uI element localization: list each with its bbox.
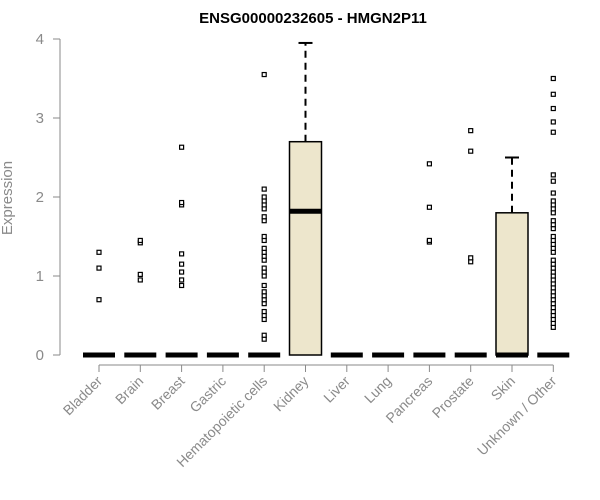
outlier-point	[261, 233, 267, 240]
box-group	[537, 75, 570, 358]
outlier-point	[550, 75, 556, 82]
outlier-point	[179, 282, 185, 289]
outlier-point	[179, 269, 185, 275]
x-tick-label: Bladder	[60, 373, 106, 419]
box-group	[454, 128, 487, 358]
outlier-point	[261, 308, 267, 315]
outlier-point	[137, 237, 143, 244]
box-group	[165, 144, 198, 358]
outlier-point	[261, 71, 267, 78]
outlier-point	[261, 245, 267, 251]
outlier-point	[550, 178, 556, 184]
outlier-point	[137, 277, 143, 283]
outlier-point	[179, 144, 185, 150]
outlier-point	[550, 233, 556, 240]
y-tick-label: 2	[36, 189, 44, 206]
box-group	[495, 156, 529, 358]
outlier-point	[550, 105, 556, 112]
outlier-point	[426, 237, 432, 244]
chart-title: ENSG00000232605 - HMGN2P11	[199, 10, 427, 27]
x-tick-label: Skin	[488, 373, 519, 404]
outlier-point	[261, 332, 267, 338]
x-tick-label: Liver	[320, 373, 353, 406]
outlier-point	[261, 282, 267, 289]
outlier-point	[550, 129, 556, 135]
outlier-point	[426, 161, 432, 167]
plot-area	[83, 41, 570, 358]
box-body	[288, 140, 323, 356]
outlier-point	[179, 261, 185, 267]
outlier-point	[550, 257, 556, 263]
y-axis-label: Expression	[0, 161, 16, 235]
box-group	[83, 249, 115, 358]
outlier-point	[550, 218, 556, 224]
outlier-point	[179, 277, 185, 283]
box-group	[413, 161, 446, 358]
y-tick-label: 1	[36, 268, 44, 285]
box-body	[495, 212, 529, 356]
outlier-point	[137, 271, 143, 278]
y-tick-label: 0	[36, 347, 44, 364]
outlier-point	[550, 190, 556, 196]
outlier-point	[261, 194, 267, 200]
x-tick-label: Breast	[148, 373, 188, 413]
outlier-point	[468, 148, 474, 154]
outlier-point	[261, 289, 267, 295]
y-tick-label: 3	[36, 110, 44, 127]
box-group	[124, 237, 157, 358]
outlier-point	[96, 265, 102, 271]
box-group	[248, 71, 281, 358]
outlier-point	[261, 214, 267, 220]
outlier-point	[96, 297, 102, 303]
x-tick-label: Brain	[112, 373, 146, 407]
outlier-point	[261, 265, 267, 271]
outlier-point	[550, 119, 556, 125]
outlier-point	[96, 249, 102, 255]
y-axis: 0 1 2 3 4	[36, 31, 61, 364]
x-tick-label: Kidney	[270, 373, 312, 415]
x-tick-label: Prostate	[429, 373, 477, 421]
outlier-point	[468, 255, 474, 261]
x-tick-label: Lung	[361, 373, 394, 406]
outlier-point	[179, 199, 185, 206]
outlier-point	[179, 251, 185, 257]
outlier-point	[550, 172, 556, 178]
outlier-point	[468, 128, 474, 134]
box-group	[288, 41, 323, 356]
outlier-point	[550, 91, 556, 97]
outlier-point	[550, 198, 556, 204]
y-tick-label: 4	[36, 31, 44, 48]
outlier-point	[426, 204, 432, 210]
outlier-point	[261, 186, 267, 192]
